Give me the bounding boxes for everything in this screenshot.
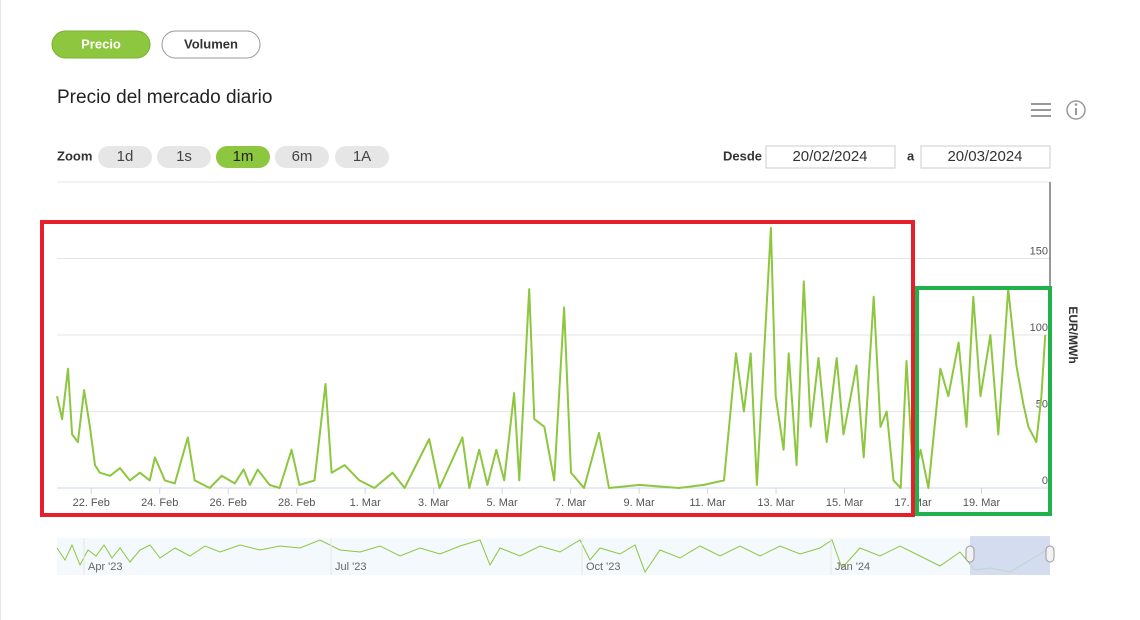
zoom-button[interactable] <box>157 146 211 168</box>
zoom-option[interactable]: 1A <box>353 148 371 165</box>
tab-label[interactable]: Volumen <box>184 36 238 51</box>
info-icon[interactable] <box>1066 100 1086 120</box>
tab-label[interactable]: Precio <box>81 36 121 51</box>
x-tick-label: 7. Mar <box>555 497 587 509</box>
x-tick-label: 3. Mar <box>418 497 450 509</box>
lines <box>56 226 1047 489</box>
x-tick-label: 11. Mar <box>689 497 726 509</box>
x-tick-label: 15. Mar <box>826 497 864 509</box>
zoom-button[interactable] <box>216 146 270 168</box>
y-tick-label: 50 <box>1036 398 1048 410</box>
zoom-option[interactable]: 6m <box>292 148 313 165</box>
chart-title: Precio del mercado diario <box>57 87 272 108</box>
navigator-handle[interactable] <box>1045 545 1055 563</box>
tab-button[interactable] <box>51 30 151 59</box>
from-label: Desde <box>723 148 762 163</box>
x-tick-label: 22. Feb <box>73 497 110 509</box>
navigator-labels: Apr '23 Jul '23 Oct '23 Jan '24 <box>83 538 870 575</box>
zoom-group: 1d 1s 1m 6m 1A <box>98 146 389 168</box>
zoom-option[interactable]: 1s <box>176 148 192 165</box>
x-tick-label: 24. Feb <box>141 497 178 509</box>
navigator-selection[interactable] <box>970 536 1050 575</box>
x-tick-label: 1. Mar <box>350 497 382 509</box>
navigator-label: Jul '23 <box>335 561 366 573</box>
x-tick-label: 19. Mar <box>963 497 1001 509</box>
to-input[interactable] <box>920 145 1051 169</box>
tab-button[interactable] <box>161 30 261 59</box>
y-tick-label: 100 <box>1030 322 1048 334</box>
navigator-line <box>56 539 1051 574</box>
menu-icon[interactable] <box>1031 103 1051 117</box>
zoom-button[interactable] <box>335 146 389 168</box>
x-tick-label: 26. Feb <box>210 497 247 509</box>
x-tick-label: 5. Mar <box>487 497 519 509</box>
highlight-red <box>40 220 915 517</box>
navigator-label: Jan '24 <box>835 561 870 573</box>
navigator-label: Oct '23 <box>586 561 621 573</box>
y-tick-label: 0 <box>1042 475 1048 487</box>
from-date[interactable]: 20/02/2024 <box>792 148 867 165</box>
from-input[interactable] <box>765 145 896 169</box>
navigator-bg <box>57 538 1050 575</box>
y-tick-label: 150 <box>1030 245 1048 257</box>
x-tick-label: 28. Feb <box>278 497 315 509</box>
y-axis-title: EUR/MWh <box>1066 306 1080 363</box>
zoom-button[interactable] <box>275 146 329 168</box>
zoom-option[interactable]: 1d <box>117 148 134 165</box>
zoom-label: Zoom <box>57 148 92 163</box>
navigator-handle[interactable] <box>965 545 975 563</box>
to-date[interactable]: 20/03/2024 <box>947 148 1022 165</box>
navigator-label: Apr '23 <box>88 561 123 573</box>
highlight-green <box>915 286 1052 516</box>
zoom-button[interactable] <box>98 146 152 168</box>
price-line <box>56 226 1047 489</box>
x-tick-label: 13. Mar <box>757 497 795 509</box>
zoom-option[interactable]: 1m <box>233 148 254 165</box>
to-label: a <box>907 148 915 163</box>
x-tick-label: 9. Mar <box>624 497 656 509</box>
